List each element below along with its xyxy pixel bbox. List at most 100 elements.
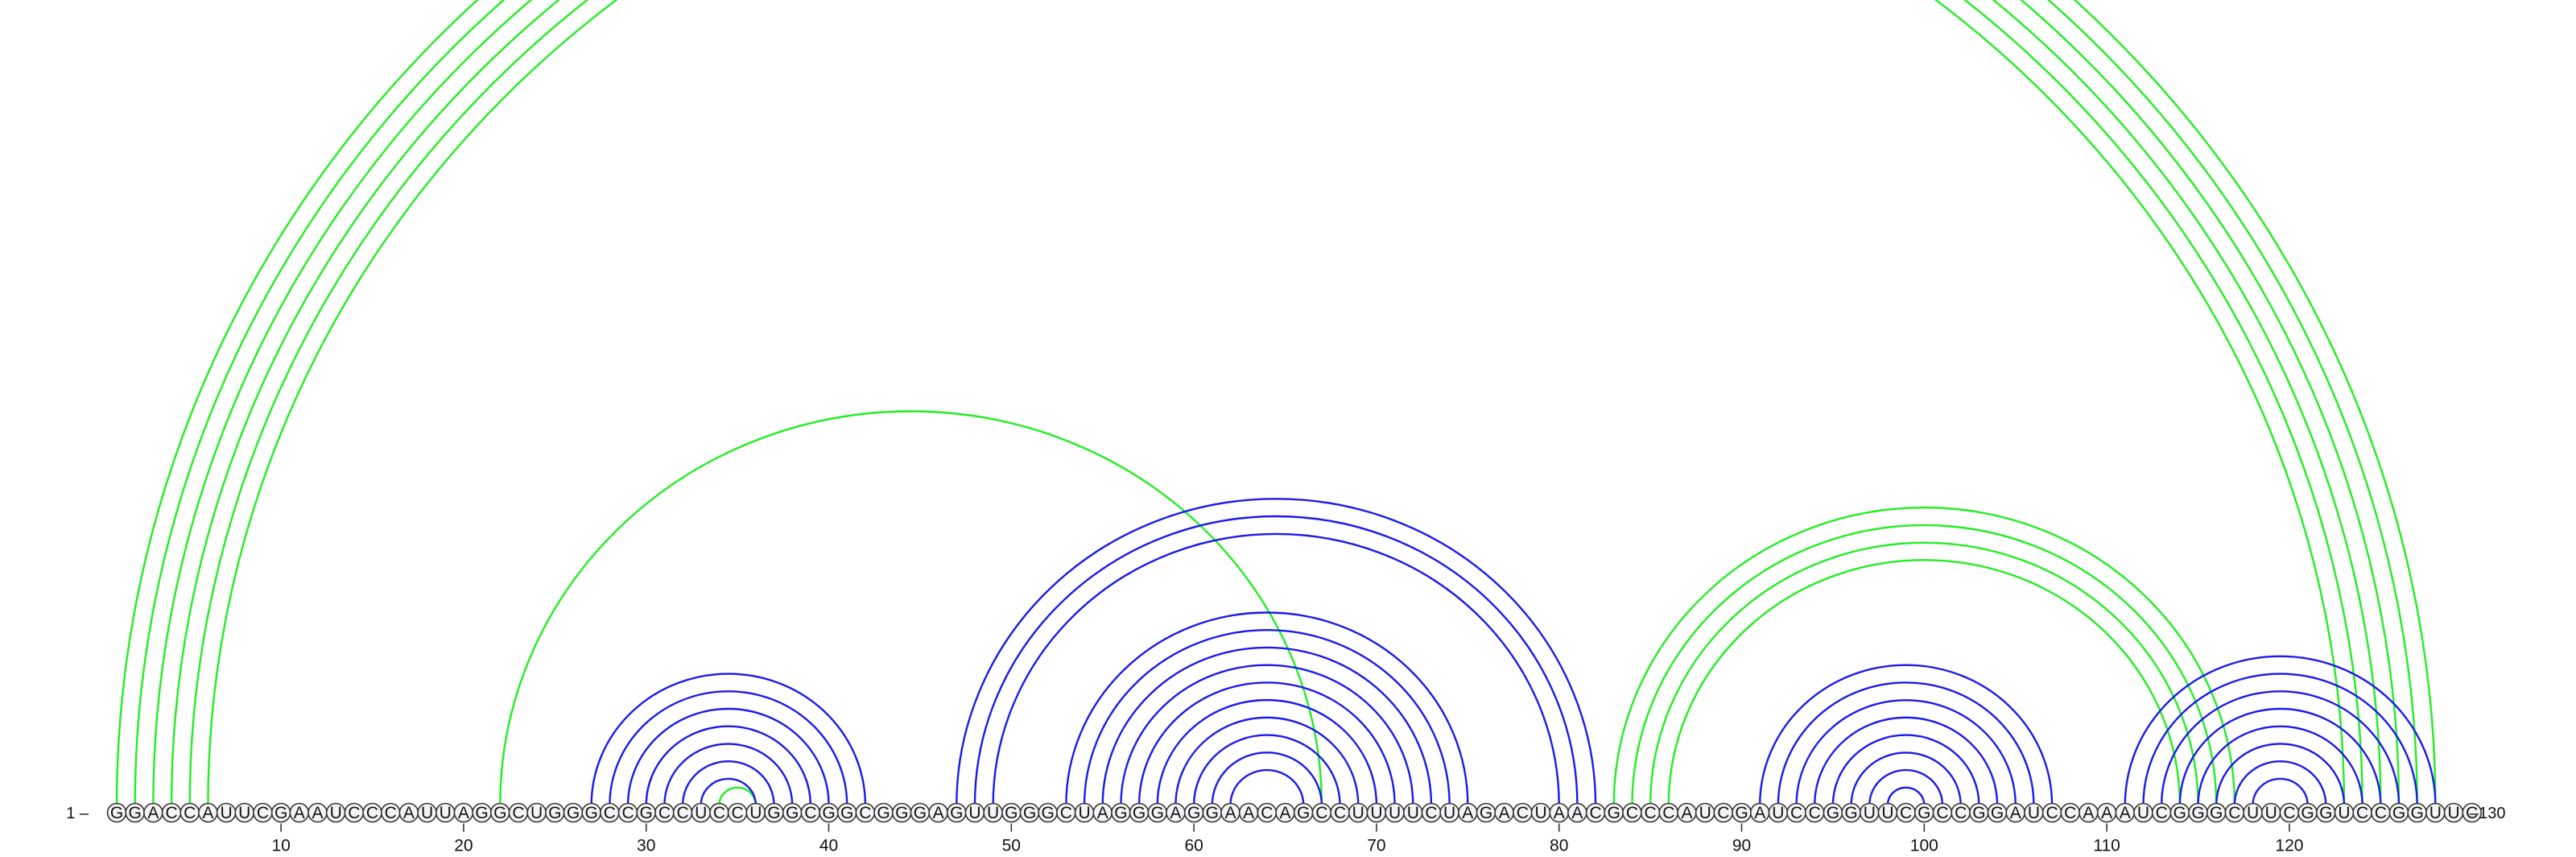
green-arc-6-123 [207,0,2346,805]
blue-arc-111-128 [2124,655,2437,805]
svg-text:C: C [604,804,616,822]
svg-text:U: U [2447,804,2459,822]
nucleotide-59: A [1166,802,1186,823]
nucleotide-13: U [325,802,346,823]
blue-arc-118-121 [2252,777,2309,805]
svg-text:G: G [275,804,287,822]
blue-arc-93-105 [1795,698,2017,805]
svg-text:C: C [859,804,871,822]
svg-text:A: A [1754,804,1765,822]
svg-text:A: A [1097,804,1108,822]
nucleotide-51: G [1019,802,1040,823]
nucleotide-114: G [2169,802,2190,823]
nucleotide-72: U [1402,802,1423,823]
svg-text:U: U [1443,804,1455,822]
svg-text:U: U [2137,804,2149,822]
blue-arc-92-106 [1777,681,2035,805]
nucleotide-75: A [1458,802,1478,823]
nucleotide-92: U [1768,802,1789,823]
svg-text:G: G [585,804,598,822]
svg-text:C: C [2375,804,2387,822]
svg-text:C: C [366,804,378,822]
svg-text:C: C [1645,804,1657,822]
nucleotide-18: U [417,802,437,823]
nucleotide-2: G [125,802,145,823]
svg-text:A: A [1224,804,1236,822]
nucleotide-86: C [1658,802,1679,823]
svg-text:A: A [2120,804,2131,822]
tick-label-50: 50 [1002,837,1021,855]
nucleotide-124: C [2352,802,2372,823]
nucleotide-88: U [1695,802,1715,823]
nucleotide-106: U [2024,802,2044,823]
svg-text:C: C [1589,804,1601,822]
svg-text:U: U [530,804,543,822]
svg-text:C: C [1900,804,1912,822]
svg-text:U: U [220,804,232,822]
svg-text:G: G [567,804,580,822]
svg-text:G: G [1206,804,1219,822]
nucleotide-90: G [1732,802,1752,823]
blue-arc-56-72 [1120,664,1414,805]
blue-arc-32-37 [681,760,775,805]
nucleotide-33: U [691,802,712,823]
nucleotide-73: C [1421,802,1442,823]
nucleotide-97: U [1859,802,1880,823]
svg-text:C: C [1955,804,1967,822]
tick-label-10: 10 [271,837,290,855]
svg-text:G: G [786,804,799,822]
nucleotide-68: C [1330,802,1350,823]
nucleotide-57: G [1129,802,1150,823]
svg-text:U: U [1352,804,1364,822]
blue-arc-53-75 [1065,611,1469,805]
nucleotide-12: A [308,802,328,823]
nucleotide-61: G [1202,802,1223,823]
svg-text:C: C [2356,804,2368,822]
nucleotide-28: C [600,802,620,823]
svg-text:C: C [385,804,397,822]
nucleotide-42: C [855,802,876,823]
svg-text:A: A [1243,804,1254,822]
svg-text:C: C [804,804,816,822]
nucleotide-60: G [1183,802,1204,823]
nucleotide-108: C [2060,802,2081,823]
nucleotide-3: A [143,802,163,823]
nucleotide-98: U [1877,802,1898,823]
nucleotide-66: G [1293,802,1314,823]
svg-text:U: U [330,804,342,822]
nucleotide-38: G [782,802,803,823]
svg-text:G: G [767,804,780,822]
nucleotide-52: G [1038,802,1058,823]
nucleotide-50: G [1001,802,1022,823]
svg-text:U: U [1407,804,1419,822]
svg-text:C: C [1809,804,1821,822]
nucleotide-22: G [489,802,510,823]
green-arc-83-117 [1612,507,2236,805]
svg-text:C: C [257,804,269,822]
nucleotide-10: G [270,802,291,823]
svg-text:G: G [129,804,142,822]
blue-arc-49-80 [992,532,1560,805]
svg-text:G: G [2174,804,2186,822]
svg-text:C: C [1425,804,1437,822]
nucleotide-122: G [2315,802,2336,823]
svg-text:U: U [1078,804,1090,822]
svg-text:A: A [2010,804,2021,822]
svg-text:C: C [1261,804,1273,822]
nucleotide-46: A [928,802,948,823]
svg-text:U: U [2265,804,2277,822]
nucleotide-7: U [216,802,237,823]
nucleotide-93: C [1786,802,1806,823]
ticks-layer: 10 20 30 40 50 60 70 80 90 100 110 120 [271,823,2303,855]
nucleotide-103: G [1969,802,1989,823]
blue-arc-54-74 [1083,629,1451,805]
svg-text:G: G [2319,804,2332,822]
blue-arc-117-122 [2233,760,2327,805]
svg-text:A: A [147,804,159,822]
nucleotide-111: A [2115,802,2136,823]
blue-arc-55-73 [1101,646,1433,805]
blue-arc-116-123 [2215,743,2346,805]
svg-text:G: G [822,804,835,822]
svg-text:C: C [1790,804,1802,822]
